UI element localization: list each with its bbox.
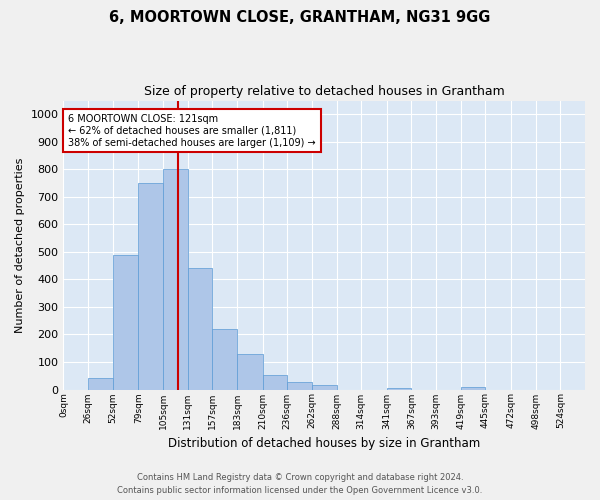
Bar (88, 378, 113, 390)
Bar (163, 170, 188, 390)
Text: 6, MOORTOWN CLOSE, GRANTHAM, NG31 9GG: 6, MOORTOWN CLOSE, GRANTHAM, NG31 9GG (109, 10, 491, 25)
Bar (212, 329, 237, 390)
Bar (387, 388, 412, 390)
Text: 6 MOORTOWN CLOSE: 121sqm
← 62% of detached houses are smaller (1,811)
38% of sem: 6 MOORTOWN CLOSE: 121sqm ← 62% of detach… (68, 114, 316, 148)
Bar (263, 375, 287, 390)
Title: Size of property relative to detached houses in Grantham: Size of property relative to detached ho… (144, 85, 505, 98)
Bar (237, 354, 263, 390)
Bar (461, 388, 485, 390)
Text: Contains HM Land Registry data © Crown copyright and database right 2024.
Contai: Contains HM Land Registry data © Crown c… (118, 474, 482, 495)
Y-axis label: Number of detached properties: Number of detached properties (15, 158, 25, 332)
Bar (139, 182, 163, 390)
Bar (287, 382, 312, 390)
Bar (188, 268, 212, 390)
Bar (113, 254, 139, 390)
X-axis label: Distribution of detached houses by size in Grantham: Distribution of detached houses by size … (168, 437, 481, 450)
Bar (312, 386, 337, 390)
